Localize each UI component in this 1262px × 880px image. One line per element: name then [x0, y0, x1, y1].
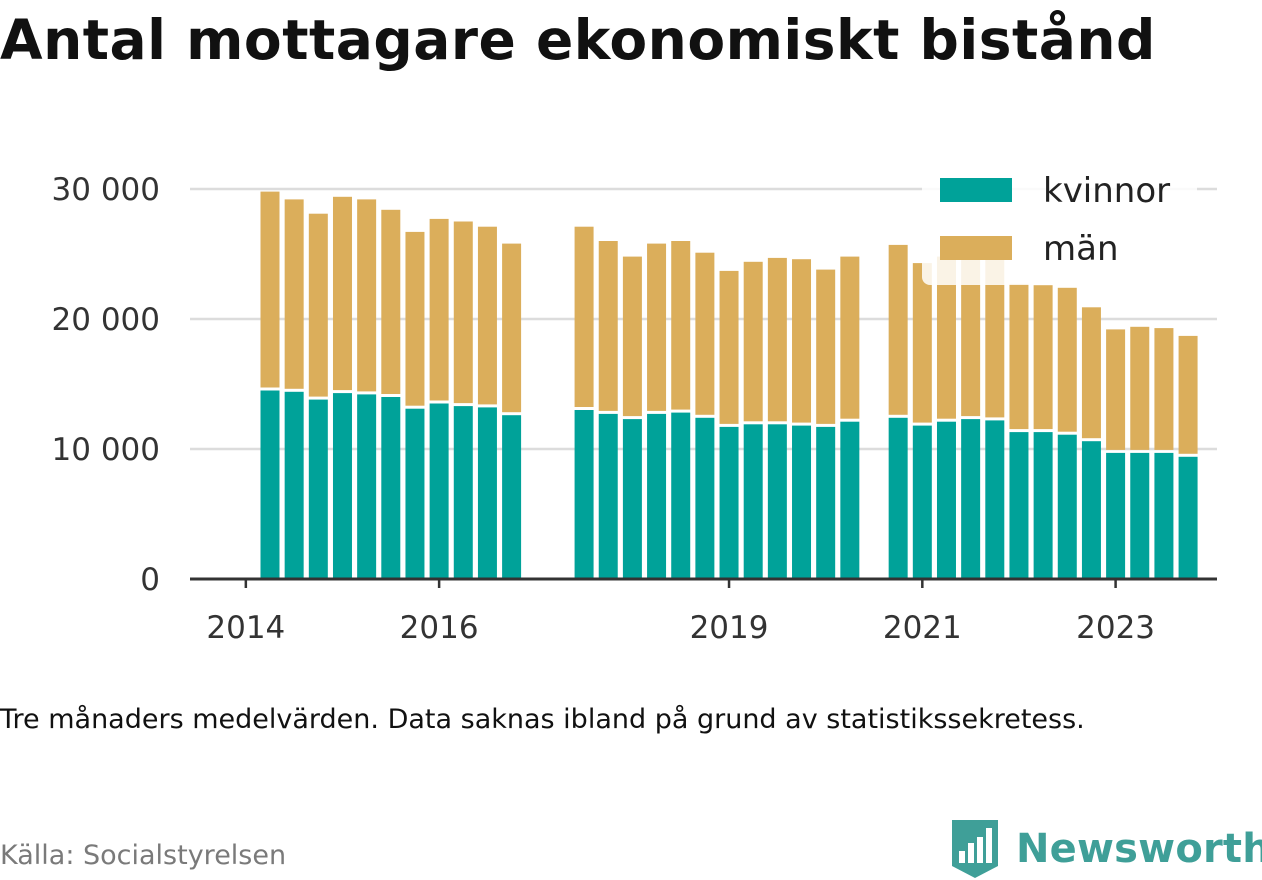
- bar-man: [429, 218, 449, 401]
- bar-man: [405, 231, 425, 406]
- bar-kvinnor: [1130, 452, 1150, 579]
- bar-kvinnor: [936, 421, 956, 579]
- x-tick-label: 2016: [400, 610, 479, 646]
- bar-man: [332, 196, 352, 391]
- bar-kvinnor: [1009, 432, 1029, 579]
- bar-man: [840, 256, 860, 419]
- bar-man: [574, 226, 594, 407]
- bar-kvinnor: [405, 408, 425, 579]
- bar-man: [1154, 328, 1174, 450]
- x-tick-label: 2019: [690, 610, 769, 646]
- bar-man: [912, 263, 932, 423]
- source-credit: Källa: Socialstyrelsen: [0, 840, 287, 871]
- bar-man: [1033, 285, 1053, 430]
- bar-man: [647, 243, 667, 411]
- legend-swatch: [940, 236, 1012, 260]
- bar-man: [284, 199, 304, 389]
- legend-label: män: [1043, 229, 1119, 269]
- bar-kvinnor: [743, 424, 763, 579]
- bar-kvinnor: [308, 399, 328, 579]
- bar-kvinnor: [284, 391, 304, 579]
- legend-swatch: [940, 178, 1012, 202]
- bar-man: [816, 269, 836, 424]
- bar-kvinnor: [1106, 452, 1126, 579]
- bar-kvinnor: [453, 406, 473, 579]
- x-tick-label: 2014: [206, 610, 285, 646]
- x-tick-label: 2021: [883, 610, 962, 646]
- bar-kvinnor: [961, 419, 981, 579]
- bar-man: [1130, 326, 1150, 450]
- bar-man: [936, 256, 956, 419]
- bar-kvinnor: [671, 412, 691, 579]
- bar-kvinnor: [767, 424, 787, 579]
- bar-kvinnor: [1154, 452, 1174, 579]
- newsworthy-logo-icon: [952, 820, 998, 878]
- legend: kvinnor män: [922, 160, 1197, 285]
- bar-man: [1057, 287, 1077, 432]
- y-tick-label: 0: [140, 562, 160, 598]
- bar-kvinnor: [912, 425, 932, 579]
- brand-name: Newsworthy: [1016, 826, 1262, 872]
- bar-man: [477, 226, 497, 405]
- axes: 0 10 000 20 000 30 000 2014 2016 2019 2021 2023: [52, 172, 1217, 646]
- bar-kvinnor: [260, 390, 280, 579]
- legend-label: kvinnor: [1043, 171, 1170, 211]
- bar-kvinnor: [1033, 432, 1053, 579]
- bar-kvinnor: [598, 413, 618, 579]
- bar-kvinnor: [381, 397, 401, 579]
- bar-man: [719, 270, 739, 424]
- bar-man: [985, 259, 1005, 418]
- bar-man: [308, 213, 328, 397]
- bar-kvinnor: [502, 415, 522, 579]
- y-tick-label: 20 000: [52, 302, 160, 338]
- bar-kvinnor: [1178, 456, 1198, 579]
- x-tick-label: 2023: [1076, 610, 1155, 646]
- bar-man: [792, 259, 812, 423]
- bar-man: [961, 259, 981, 417]
- bar-kvinnor: [357, 394, 377, 579]
- brand-logo[interactable]: Newsworthy: [950, 818, 1262, 880]
- bar-kvinnor: [574, 410, 594, 579]
- bar-man: [1106, 329, 1126, 450]
- bar-kvinnor: [647, 413, 667, 579]
- bar-man: [357, 199, 377, 392]
- bar-man: [1081, 307, 1101, 439]
- bar-man: [1009, 283, 1029, 430]
- bar-man: [502, 243, 522, 413]
- bar-man: [260, 191, 280, 388]
- bars: [260, 191, 1198, 579]
- bar-man: [671, 241, 691, 410]
- bar-kvinnor: [816, 426, 836, 579]
- bar-kvinnor: [477, 407, 497, 579]
- bar-kvinnor: [719, 426, 739, 579]
- bar-kvinnor: [985, 420, 1005, 579]
- chart-title: Antal mottagare ekonomiskt bistånd: [0, 8, 1156, 72]
- bar-man: [381, 209, 401, 394]
- bar-man: [598, 241, 618, 411]
- y-tick-label: 10 000: [52, 432, 160, 468]
- bar-kvinnor: [429, 403, 449, 579]
- bar-kvinnor: [332, 393, 352, 579]
- y-tick-label: 30 000: [52, 172, 160, 208]
- bar-man: [622, 256, 642, 417]
- bar-kvinnor: [695, 417, 715, 579]
- bar-kvinnor: [1081, 441, 1101, 579]
- bar-man: [743, 261, 763, 422]
- bar-kvinnor: [840, 421, 860, 579]
- bar-man: [453, 221, 473, 404]
- bar-kvinnor: [792, 425, 812, 579]
- bar-kvinnor: [1057, 434, 1077, 579]
- chart-note: Tre månaders medelvärden. Data saknas ib…: [0, 704, 1085, 735]
- bar-man: [888, 244, 908, 415]
- bar-man: [767, 257, 787, 422]
- bar-kvinnor: [622, 419, 642, 579]
- bar-man: [695, 252, 715, 415]
- bar-man: [1178, 335, 1198, 454]
- bar-kvinnor: [888, 417, 908, 579]
